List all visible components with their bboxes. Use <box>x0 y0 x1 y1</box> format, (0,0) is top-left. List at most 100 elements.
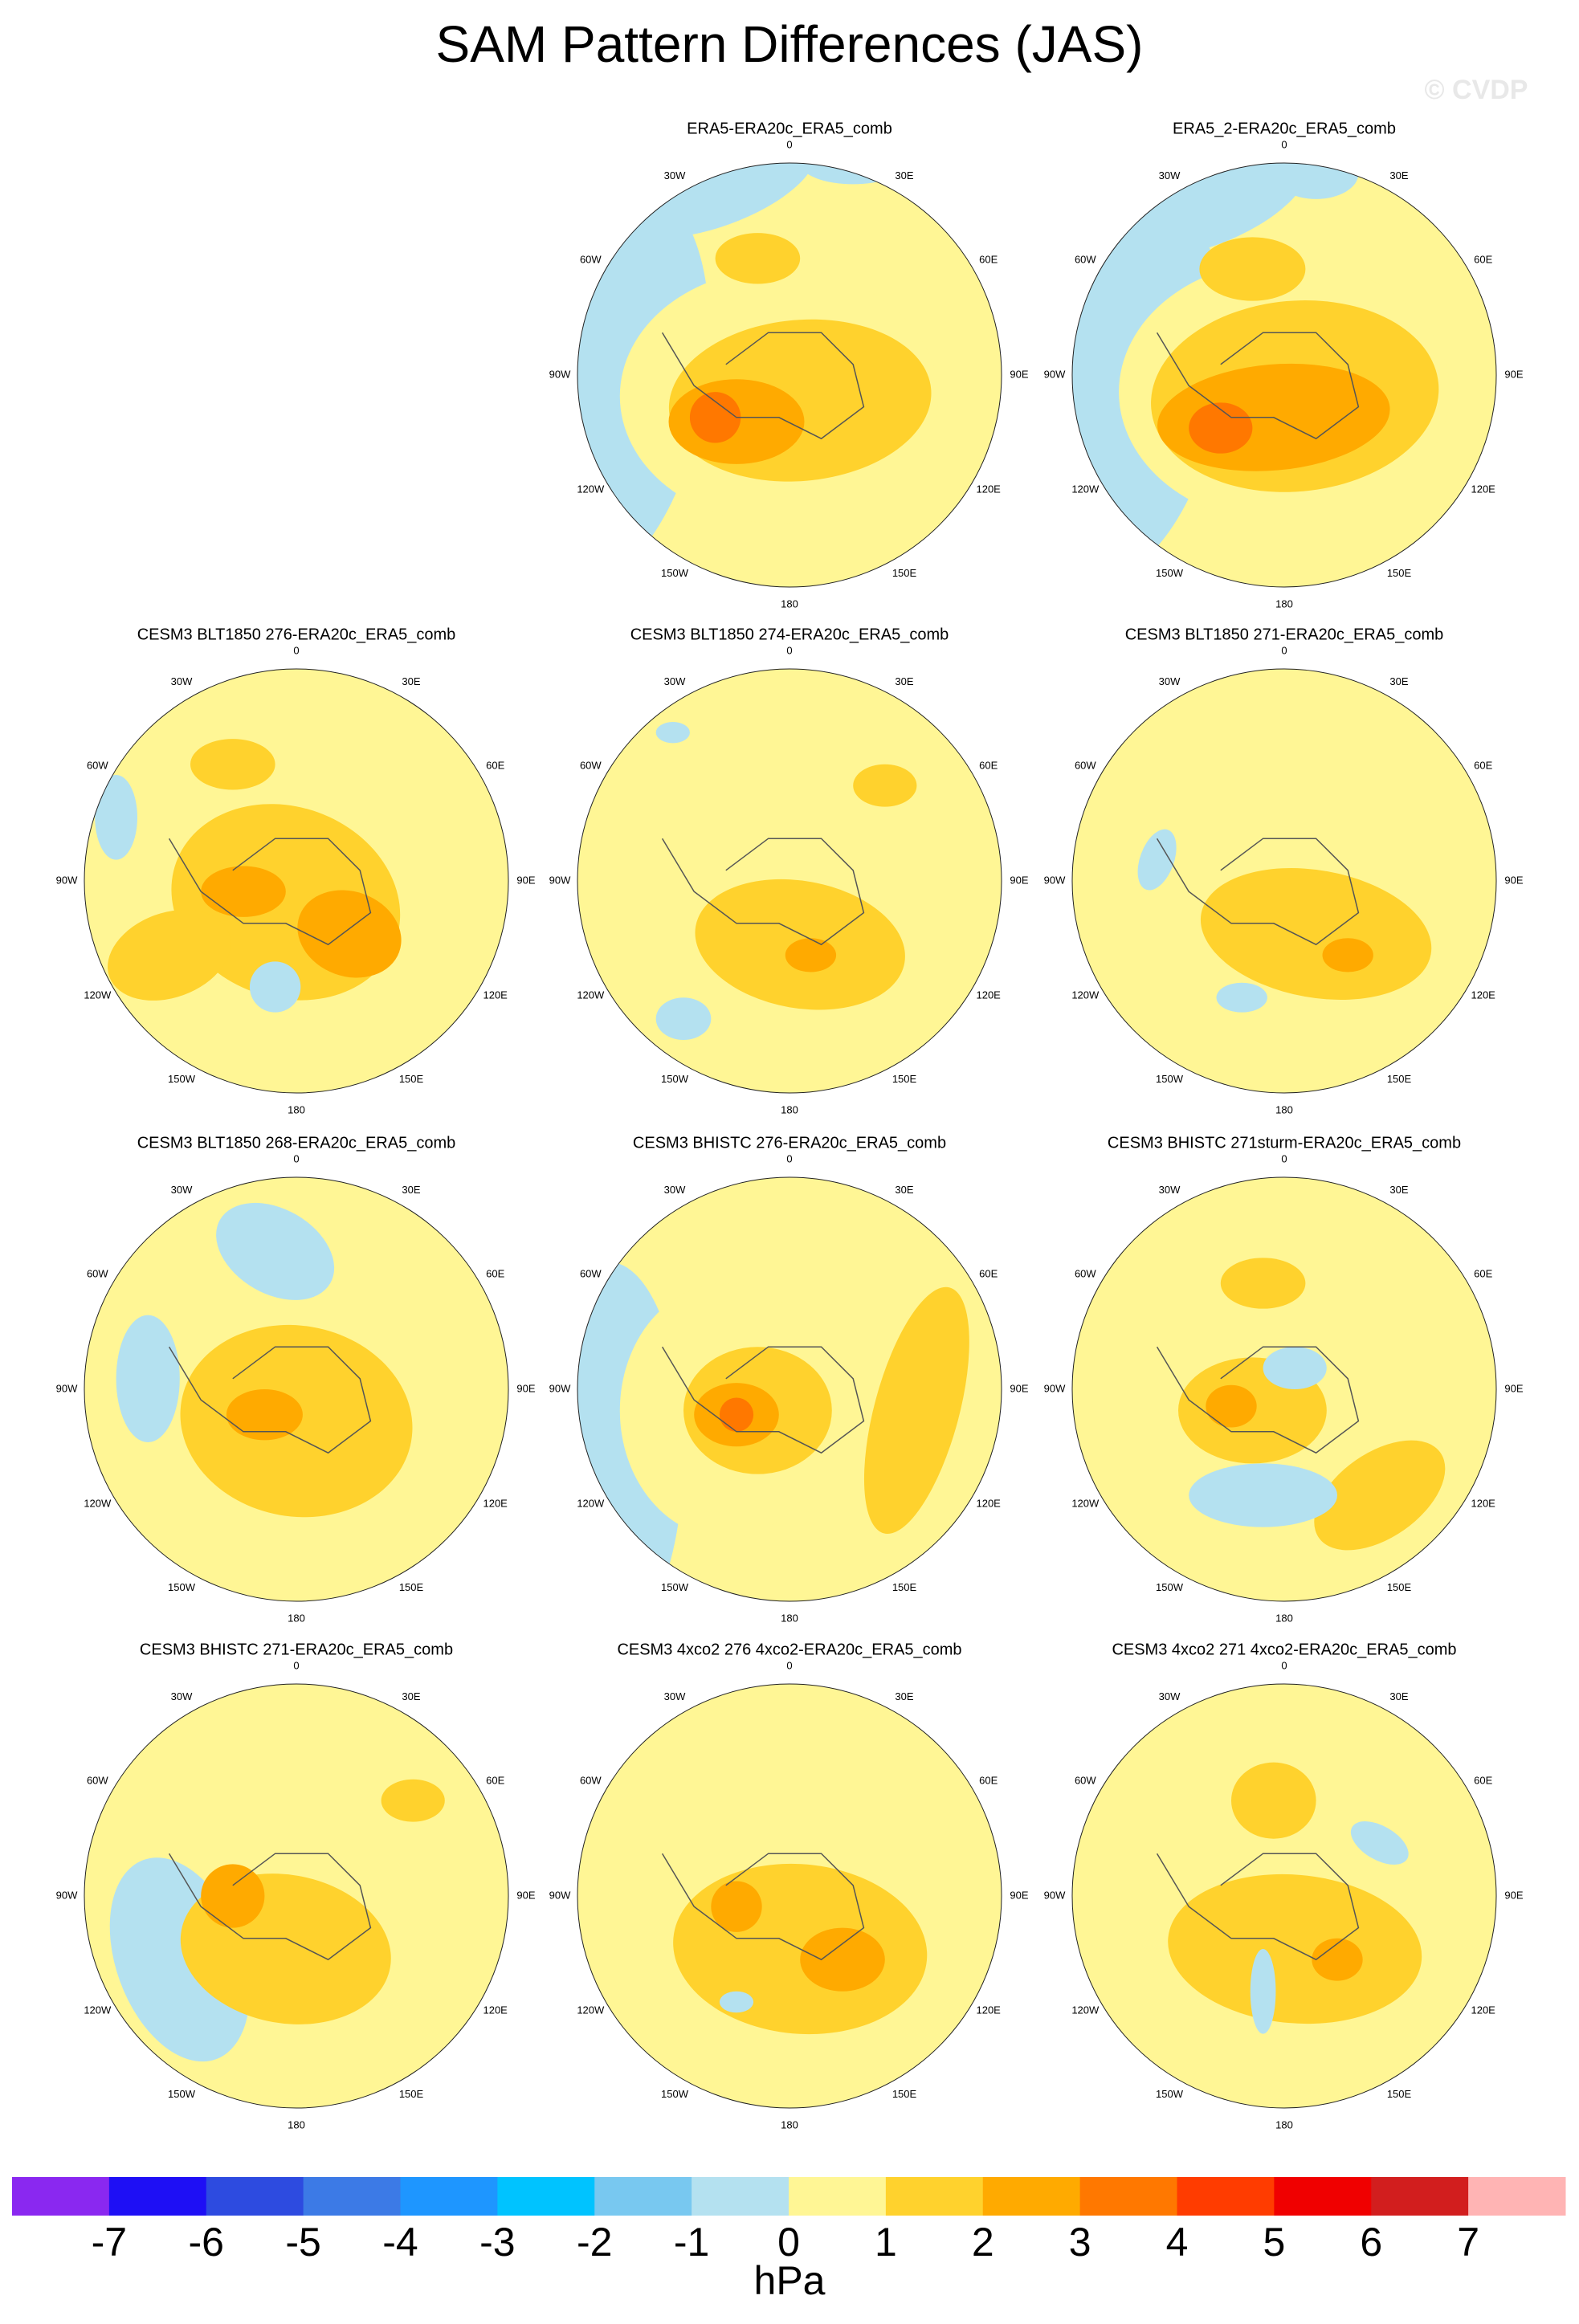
longitude-label: 30E <box>402 1184 420 1196</box>
longitude-label: 150E <box>1387 1073 1412 1085</box>
map-border <box>84 1683 509 2109</box>
longitude-label: 0 <box>1281 138 1287 150</box>
longitude-label: 150W <box>661 567 689 579</box>
longitude-label: 90E <box>1504 368 1523 380</box>
longitude-label: 120W <box>577 2004 605 2016</box>
longitude-label: 30W <box>171 675 193 687</box>
longitude-label: 180 <box>288 2118 305 2130</box>
longitude-label: 60W <box>87 1774 108 1786</box>
map-fill <box>1072 1177 1496 1601</box>
longitude-label: 150W <box>1156 1581 1184 1593</box>
longitude-label: 150E <box>399 2088 424 2100</box>
colorbar-box <box>789 2177 887 2216</box>
longitude-label: 120W <box>84 1497 112 1509</box>
contour-region <box>108 909 231 1001</box>
contour-region <box>1199 237 1306 301</box>
map-border <box>577 1683 1002 2109</box>
map-border <box>577 1176 1002 1602</box>
colorbar-box <box>1274 2177 1372 2216</box>
longitude-label: 90W <box>56 874 78 886</box>
longitude-label: 30W <box>664 1184 686 1196</box>
longitude-label: 0 <box>293 1152 299 1164</box>
map-border <box>1071 1176 1497 1602</box>
colorbar-label: 2 <box>972 2220 994 2265</box>
map-fill <box>1072 669 1496 1093</box>
colorbar-box <box>594 2177 692 2216</box>
contour-region <box>711 1881 762 1932</box>
contour-region <box>1200 868 1432 1000</box>
longitude-label: 90E <box>1504 1382 1523 1394</box>
longitude-label: 90E <box>516 1889 535 1901</box>
colorbar-label: -2 <box>577 2220 612 2265</box>
colorbar-box <box>400 2177 498 2216</box>
longitude-label: 60W <box>1075 1267 1096 1279</box>
longitude-label: 30E <box>895 1184 913 1196</box>
longitude-label: 150W <box>1156 1073 1184 1085</box>
longitude-label: 150E <box>892 1581 917 1593</box>
coastline <box>661 1853 865 1961</box>
longitude-label: 30E <box>1389 169 1408 181</box>
longitude-label: 90E <box>516 1382 535 1394</box>
longitude-label: 120E <box>483 2004 508 2016</box>
longitude-label: 150E <box>1387 2088 1412 2100</box>
longitude-label: 60W <box>1075 1774 1096 1786</box>
longitude-label: 120E <box>976 483 1001 495</box>
map-border <box>84 668 509 1094</box>
panel-title: CESM3 4xco2 276 4xco2-ERA20c_ERA5_comb <box>617 1641 961 1658</box>
longitude-label: 150W <box>168 1073 196 1085</box>
contour-region <box>1263 1347 1327 1389</box>
contour-region <box>1273 163 1359 199</box>
map-border <box>84 1176 509 1602</box>
longitude-label: 180 <box>1275 2118 1293 2130</box>
longitude-label: 30W <box>664 675 686 687</box>
longitude-label: 60W <box>580 759 602 771</box>
coastline <box>168 838 372 946</box>
longitude-label: 30W <box>171 1184 193 1196</box>
map-fill <box>84 669 508 1093</box>
longitude-label: 30E <box>1389 1184 1408 1196</box>
colorbar-box <box>206 2177 304 2216</box>
map-fill <box>1072 1684 1496 2108</box>
longitude-label: 150W <box>661 2088 689 2100</box>
contour-region <box>216 1202 335 1300</box>
colorbar-label: -5 <box>285 2220 320 2265</box>
longitude-label: 150E <box>892 567 917 579</box>
contour-region <box>1322 938 1373 972</box>
contour-region <box>201 1864 265 1928</box>
coastline <box>1156 332 1360 440</box>
contour-region <box>1189 1463 1337 1527</box>
map-fill <box>577 163 1002 587</box>
longitude-label: 120W <box>1071 1497 1100 1509</box>
longitude-label: 120W <box>577 1497 605 1509</box>
longitude-label: 30W <box>1159 675 1181 687</box>
contour-region <box>655 722 690 744</box>
longitude-label: 150W <box>168 2088 196 2100</box>
longitude-label: 90W <box>549 368 571 380</box>
map-border <box>1071 668 1497 1094</box>
longitude-label: 90E <box>1504 1889 1523 1901</box>
longitude-label: 60E <box>1474 759 1492 771</box>
contour-region <box>614 163 816 239</box>
coastline <box>1156 1853 1360 1961</box>
contour-region <box>1350 1821 1409 1865</box>
longitude-label: 180 <box>1275 597 1293 610</box>
longitude-label: 60E <box>1474 1267 1492 1279</box>
longitude-label: 120W <box>1071 483 1100 495</box>
longitude-label: 180 <box>288 1612 305 1624</box>
contour-region <box>1231 1762 1316 1839</box>
contour-region <box>1206 1384 1257 1428</box>
colorbar-label: -7 <box>92 2220 127 2265</box>
contour-region <box>655 997 712 1040</box>
longitude-label: 120E <box>483 1497 508 1509</box>
panel-title: CESM3 BLT1850 274-ERA20c_ERA5_comb <box>630 626 949 643</box>
colorbar-label: 5 <box>1263 2220 1285 2265</box>
longitude-label: 150E <box>892 1073 917 1085</box>
colorbar-label: -4 <box>382 2220 418 2265</box>
contour-region <box>1088 163 1311 259</box>
contour-region <box>201 866 286 917</box>
longitude-label: 150E <box>399 1073 424 1085</box>
longitude-label: 150E <box>892 2088 917 2100</box>
